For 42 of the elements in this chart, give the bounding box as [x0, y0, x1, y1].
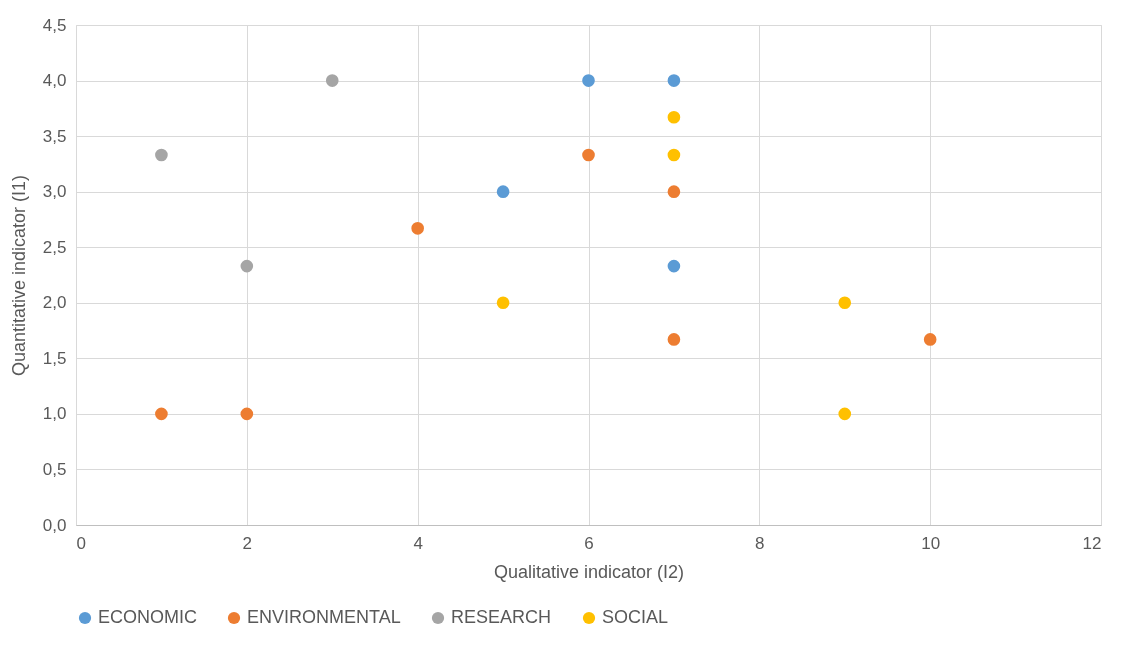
point [582, 74, 595, 87]
point [667, 259, 681, 273]
point [496, 296, 510, 310]
point [667, 185, 681, 198]
x-tick-label: 8 [755, 533, 765, 553]
y-tick-label: 2,5 [42, 237, 67, 257]
point [667, 333, 681, 346]
point [155, 407, 168, 421]
y-tick-label: 4,0 [42, 71, 67, 91]
point [838, 407, 852, 421]
y-tick-label: 0,0 [42, 515, 67, 535]
point [582, 148, 595, 162]
legend-label: RESEARCH [451, 607, 552, 627]
point [838, 296, 852, 310]
point [240, 407, 254, 421]
x-axis-title: Qualitative indicator (I2) [493, 561, 685, 582]
x-tick-label: 10 [921, 533, 941, 553]
point [155, 148, 168, 162]
y-tick-label: 4,5 [42, 15, 67, 35]
y-tick-label: 1,0 [42, 404, 67, 424]
x-tick-label: 12 [1082, 533, 1102, 553]
point [667, 74, 681, 87]
point [496, 185, 510, 198]
point [411, 222, 424, 235]
y-tick-label: 2,0 [42, 293, 67, 313]
legend-label: ECONOMIC [98, 607, 197, 627]
x-tick-label: 2 [242, 533, 253, 553]
legend-label: ENVIRONMENTAL [247, 607, 401, 627]
point [667, 110, 681, 124]
y-tick-label: 3,5 [42, 126, 67, 146]
y-tick-label: 0,5 [42, 459, 67, 479]
point [325, 74, 339, 87]
y-tick-label: 3,0 [42, 182, 67, 202]
x-tick-label: 6 [584, 533, 594, 553]
legend-label: SOCIAL [602, 607, 669, 627]
point [240, 259, 254, 273]
x-tick-label: 4 [413, 533, 423, 553]
point [667, 148, 681, 162]
x-tick-label: 0 [76, 533, 86, 553]
y-axis-title: Quantitative indicator (I1) [8, 174, 29, 377]
point [923, 333, 937, 346]
y-tick-label: 1,5 [42, 348, 67, 368]
